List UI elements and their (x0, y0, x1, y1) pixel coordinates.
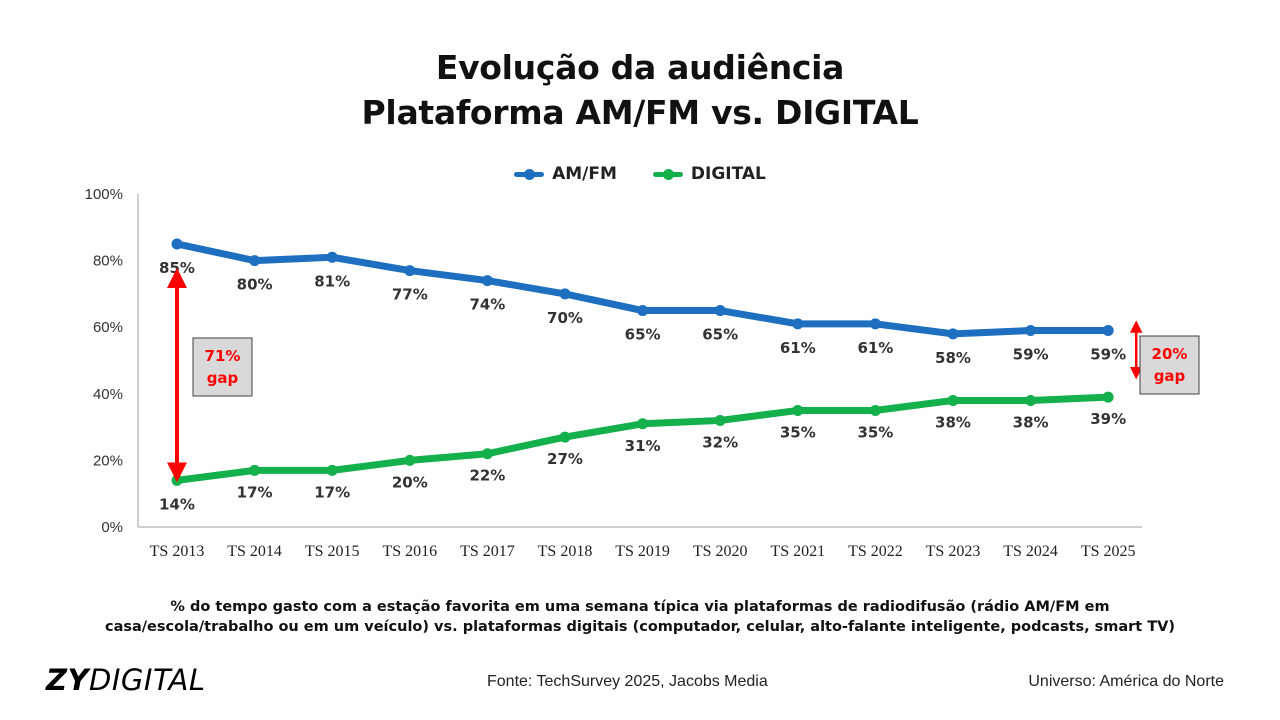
data-point (326, 464, 338, 476)
data-point (792, 318, 804, 330)
source-text: Fonte: TechSurvey 2025, Jacobs Media (487, 673, 768, 690)
data-label: 65% (702, 326, 738, 344)
data-point (171, 238, 183, 250)
data-point (249, 255, 261, 267)
data-point (249, 464, 261, 476)
data-label: 35% (857, 423, 893, 441)
data-label: 38% (935, 413, 971, 431)
y-tick-label: 100% (85, 186, 123, 203)
data-point (714, 414, 726, 426)
data-label: 85% (159, 259, 195, 277)
x-tick-label: TS 2023 (926, 543, 981, 560)
data-label: 74% (469, 296, 505, 314)
y-tick-label: 80% (93, 253, 123, 270)
data-label: 17% (314, 483, 350, 501)
data-point (481, 275, 493, 287)
data-point (404, 265, 416, 277)
data-point (1102, 391, 1114, 403)
data-label: 38% (1013, 413, 1049, 431)
zydigital-logo: ZYDIGITAL (46, 663, 206, 697)
data-label: 80% (237, 276, 273, 294)
data-point (792, 404, 804, 416)
y-tick-label: 60% (93, 319, 123, 336)
data-point (481, 448, 493, 460)
data-point (559, 288, 571, 300)
y-tick-label: 20% (93, 452, 123, 469)
logo-bold-text: ZY (46, 663, 90, 697)
data-label: 65% (625, 326, 661, 344)
data-label: 81% (314, 272, 350, 290)
data-point (326, 251, 338, 263)
gap-label-box (1139, 335, 1200, 395)
legend-label-digital: DIGITAL (690, 164, 766, 184)
data-point (1025, 394, 1037, 406)
legend-item-amfm: AM/FM (514, 164, 617, 184)
x-tick-label: TS 2024 (1003, 543, 1058, 560)
data-label: 32% (702, 433, 738, 451)
chart-title-line-1: Evolução da audiência (435, 48, 845, 87)
x-tick-label: TS 2018 (538, 543, 593, 560)
data-label: 31% (625, 437, 661, 455)
gap-label-text: gap (207, 369, 239, 387)
x-tick-label: TS 2013 (150, 543, 205, 560)
data-label: 39% (1090, 410, 1126, 428)
x-tick-label: TS 2015 (305, 543, 360, 560)
data-point (947, 328, 959, 340)
data-point (637, 418, 649, 430)
gap-label-text: gap (1154, 367, 1186, 385)
data-label: 59% (1090, 346, 1126, 364)
chart-caption: % do tempo gasto com a estação favorita … (60, 597, 1220, 637)
x-tick-label: TS 2019 (615, 543, 670, 560)
data-point (1102, 325, 1114, 337)
data-label: 59% (1013, 346, 1049, 364)
x-tick-label: TS 2016 (382, 543, 437, 560)
gap-label-value: 71% (205, 347, 241, 365)
x-tick-label: TS 2022 (848, 543, 903, 560)
data-point (171, 474, 183, 486)
caption-line-1: % do tempo gasto com a estação favorita … (170, 599, 1110, 615)
data-point (869, 404, 881, 416)
data-label: 61% (780, 339, 816, 357)
caption-line-2: casa/escola/trabalho ou em um veículo) v… (104, 619, 1176, 635)
legend-swatch-amfm (514, 168, 545, 180)
x-tick-label: TS 2025 (1081, 543, 1136, 560)
data-point (404, 454, 416, 466)
x-tick-label: TS 2014 (227, 543, 282, 560)
data-label: 14% (159, 495, 195, 513)
universe-text: Universo: América do Norte (1028, 673, 1224, 690)
y-tick-label: 40% (93, 386, 123, 403)
gap-label-box (192, 337, 253, 397)
data-point (559, 431, 571, 443)
chart-legend: AM/FM DIGITAL (0, 162, 1280, 186)
x-tick-label: TS 2017 (460, 543, 515, 560)
chart-title-line-2: Plataforma AM/FM vs. DIGITAL (361, 93, 919, 132)
data-label: 17% (237, 483, 273, 501)
legend-label-amfm: AM/FM (552, 164, 617, 184)
data-label: 61% (857, 339, 893, 357)
data-label: 70% (547, 309, 583, 327)
data-label: 35% (780, 423, 816, 441)
data-label: 20% (392, 473, 428, 491)
data-label: 22% (469, 467, 505, 485)
data-label: 77% (392, 286, 428, 304)
data-point (1025, 325, 1037, 337)
x-tick-label: TS 2021 (770, 543, 825, 560)
gap-label-value: 20% (1152, 345, 1188, 363)
data-point (714, 305, 726, 317)
legend-item-digital: DIGITAL (652, 164, 766, 184)
legend-swatch-digital (652, 168, 683, 180)
data-label: 58% (935, 349, 971, 367)
data-label: 27% (547, 450, 583, 468)
y-tick-label: 0% (101, 519, 123, 536)
logo-light-text: DIGITAL (89, 663, 206, 697)
data-point (947, 394, 959, 406)
data-point (869, 318, 881, 330)
x-tick-label: TS 2020 (693, 543, 748, 560)
data-point (637, 305, 649, 317)
